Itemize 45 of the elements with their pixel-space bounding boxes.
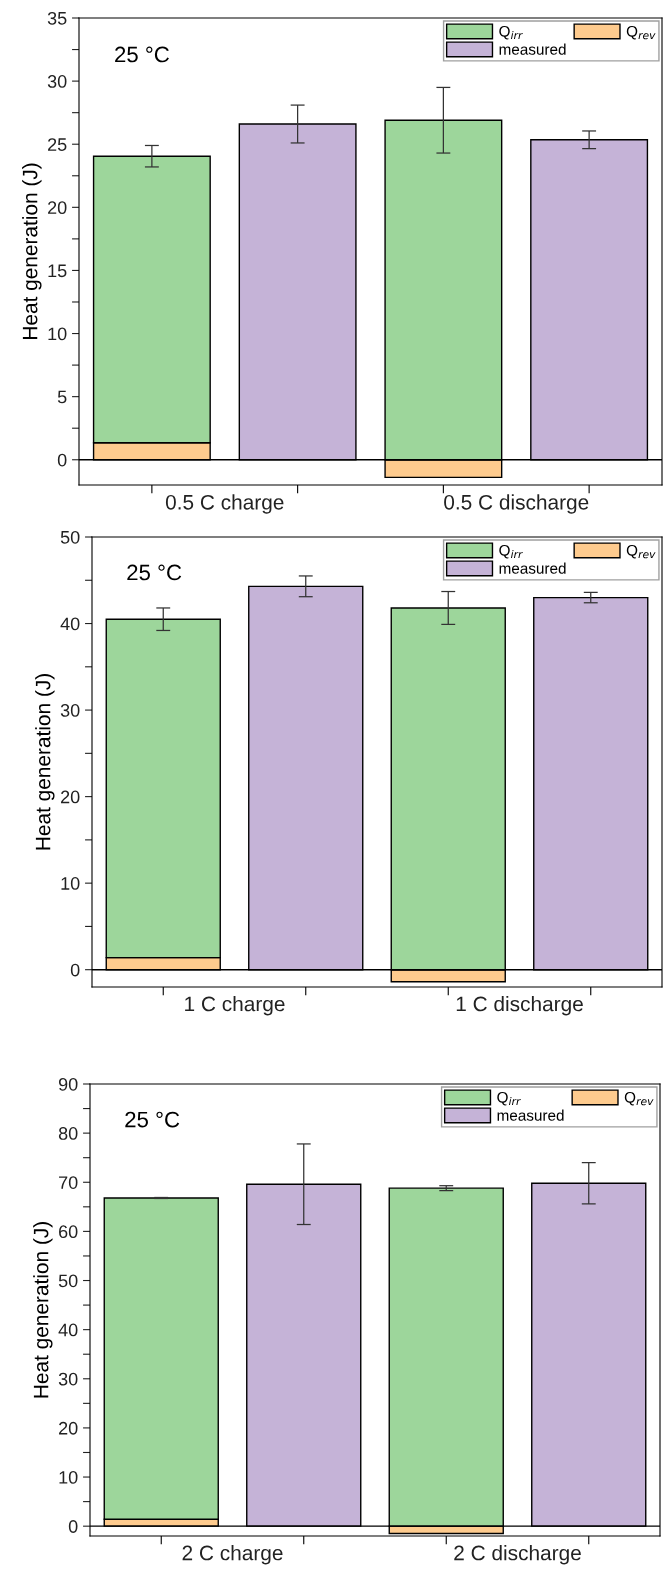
y-tick-label: 40	[58, 1323, 78, 1337]
y-tick-label: 30	[47, 75, 67, 88]
legend-label: measured	[499, 562, 566, 574]
y-axis-title: Heat generation (J)	[22, 163, 42, 339]
y-tick-label: 80	[58, 1127, 78, 1140]
y-tick-label: 0	[68, 1520, 78, 1533]
y-tick-label: 25	[48, 138, 67, 151]
legend-label: Q$_{rev}$	[626, 25, 656, 40]
y-tick-label: 90	[58, 1077, 78, 1091]
y-tick-label: 35	[47, 11, 67, 25]
y-tick-label: 20	[48, 201, 67, 215]
x-tick-label: 2 C discharge	[454, 1545, 581, 1565]
legend-label: Q$_{irr}$	[499, 544, 523, 559]
y-tick-label: 10	[59, 1470, 78, 1484]
legend-label: Q$_{rev}$	[626, 544, 656, 559]
y-tick-label: 5	[57, 390, 67, 404]
y-tick-label: 0	[70, 963, 80, 977]
legend-label: Q$_{irr}$	[497, 1091, 521, 1106]
y-tick-label: 40	[60, 617, 80, 631]
legend-label: measured	[497, 1109, 564, 1121]
legend-label: Q$_{rev}$	[624, 1091, 654, 1106]
x-tick-label: 2 C charge	[182, 1545, 283, 1565]
y-tick-label: 30	[60, 704, 80, 717]
y-tick-label: 20	[61, 790, 80, 804]
annotation: 25 °C	[127, 564, 182, 581]
legend-label: measured	[499, 43, 566, 55]
y-tick-label: 30	[58, 1372, 78, 1386]
y-tick-label: 60	[59, 1225, 78, 1239]
y-tick-label: 15	[48, 264, 67, 278]
annotation: 25 °C	[125, 1111, 180, 1128]
y-tick-label: 50	[60, 530, 80, 544]
legend-label: Q$_{irr}$	[499, 25, 523, 40]
x-tick-label: 1 C charge	[185, 996, 285, 1016]
y-tick-label: 70	[59, 1176, 78, 1189]
y-tick-label: 10	[61, 877, 80, 890]
x-tick-label: 0.5 C charge	[165, 494, 284, 514]
y-axis-title: Heat generation (J)	[33, 1222, 53, 1398]
x-tick-label: 1 C discharge	[456, 996, 583, 1016]
x-tick-label: 0.5 C discharge	[444, 494, 589, 514]
y-tick-label: 50	[58, 1274, 78, 1288]
y-tick-label: 10	[48, 327, 67, 341]
annotation: 25 °C	[115, 46, 169, 63]
y-axis-title: Heat generation (J)	[35, 674, 55, 850]
y-tick-label: 0	[57, 453, 67, 467]
y-tick-label: 20	[59, 1421, 78, 1435]
